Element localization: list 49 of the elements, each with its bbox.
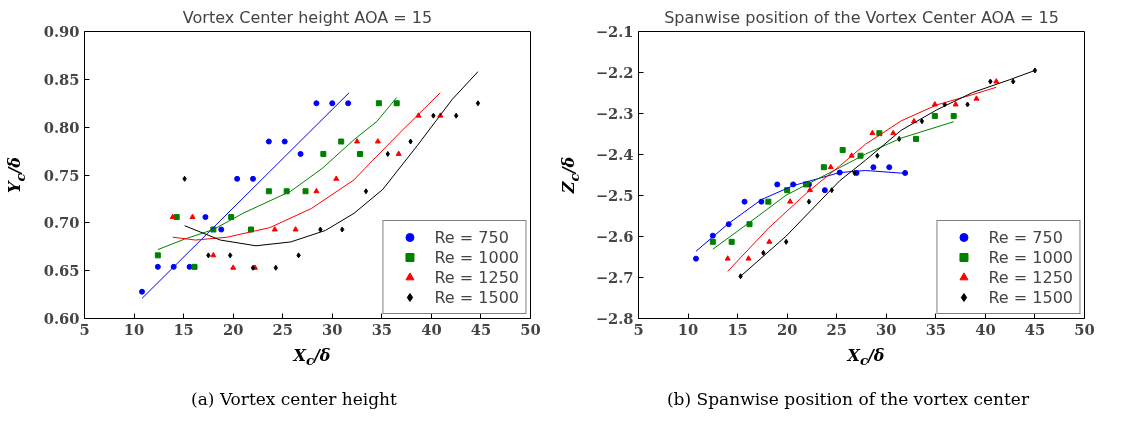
y-tick-label: −2.3 bbox=[595, 105, 634, 122]
x-tick-label: 25 bbox=[826, 320, 847, 338]
x-tick-label: 25 bbox=[272, 320, 293, 338]
x-tick-label: 50 bbox=[520, 320, 541, 338]
x-tick-label: 45 bbox=[1024, 320, 1046, 338]
x-tick-label: 30 bbox=[876, 320, 897, 338]
x-tick-label: 40 bbox=[975, 320, 996, 338]
y-tick-label: 0.60 bbox=[43, 310, 80, 327]
x-tick-label: 10 bbox=[123, 320, 145, 338]
legend-label: Re = 1000 bbox=[988, 247, 1073, 267]
x-tick-label: 15 bbox=[173, 320, 194, 338]
x-tick-label: 20 bbox=[776, 320, 798, 338]
legend-label: Re = 750 bbox=[434, 227, 509, 247]
legend-label: Re = 1250 bbox=[988, 267, 1073, 287]
y-tick-label: −2.8 bbox=[595, 310, 634, 327]
x-tick-label: 40 bbox=[421, 320, 442, 338]
legend-label: Re = 1500 bbox=[988, 287, 1073, 307]
y-tick-label: 0.75 bbox=[43, 166, 80, 184]
x-tick-label: 5 bbox=[79, 320, 90, 338]
x-tick-label: 35 bbox=[371, 320, 393, 338]
x-tick-label: 45 bbox=[470, 320, 492, 338]
x-tick-label: 10 bbox=[677, 320, 699, 338]
x-tick-label: 20 bbox=[222, 320, 244, 338]
y-tick-label: 0.90 bbox=[43, 23, 80, 40]
x-tick-label: 15 bbox=[727, 320, 748, 338]
y-tick-label: −2.7 bbox=[595, 269, 634, 286]
legend-label: Re = 1000 bbox=[434, 247, 519, 267]
x-tick-label: 30 bbox=[322, 320, 343, 338]
y-tick-label: −2.2 bbox=[595, 64, 634, 81]
chart-title: Vortex Center height AOA = 15 bbox=[182, 7, 433, 27]
y-tick-label: −2.1 bbox=[595, 23, 634, 40]
y-tick-label: 0.85 bbox=[43, 70, 80, 88]
y-tick-label: −2.4 bbox=[595, 146, 634, 163]
y-tick-label: −2.5 bbox=[595, 187, 634, 204]
x-tick-label: 50 bbox=[1074, 320, 1095, 338]
y-tick-label: 0.70 bbox=[43, 214, 80, 232]
y-tick-label: 0.80 bbox=[43, 118, 80, 136]
y-tick-label: −2.6 bbox=[595, 228, 634, 245]
x-axis-title: X$_{c}$/δ bbox=[291, 345, 332, 371]
x-axis-title: X$_{c}$/δ bbox=[845, 345, 886, 371]
text: (a) Vortex center height bbox=[190, 388, 398, 411]
legend-label: Re = 1250 bbox=[434, 267, 519, 287]
chart-title: Spanwise position of the Vortex Center AOA = 15 bbox=[664, 7, 1059, 27]
x-tick-label: 5 bbox=[633, 320, 644, 338]
text: (b) Spanwise position of the vortex center bbox=[665, 388, 1030, 411]
legend-label: Re = 750 bbox=[988, 227, 1063, 247]
y-tick-label: 0.65 bbox=[43, 262, 80, 280]
legend-label: Re = 1500 bbox=[434, 287, 519, 307]
x-tick-label: 35 bbox=[925, 320, 947, 338]
